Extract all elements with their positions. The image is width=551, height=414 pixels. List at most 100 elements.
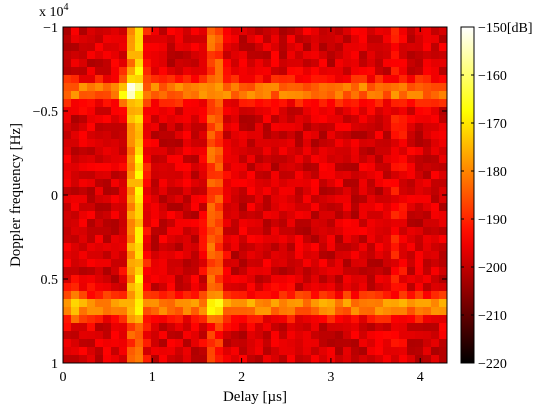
heatmap-cell <box>119 163 128 172</box>
heatmap-cell <box>399 171 408 180</box>
heatmap-cell <box>231 171 240 180</box>
heatmap-cells <box>63 27 448 364</box>
heatmap-cell <box>95 275 104 284</box>
heatmap-cell <box>287 291 296 300</box>
heatmap-cell <box>271 235 280 244</box>
heatmap-cell <box>119 347 128 356</box>
heatmap-cell <box>191 83 200 92</box>
heatmap-cell <box>71 155 80 164</box>
heatmap-cell <box>191 67 200 76</box>
heatmap-cell <box>439 355 448 364</box>
heatmap-cell <box>71 115 80 124</box>
heatmap-cell <box>431 91 440 100</box>
heatmap-cell <box>271 299 280 308</box>
heatmap-cell <box>367 339 376 348</box>
x-tick-label: 3 <box>327 370 334 385</box>
heatmap-cell <box>87 59 96 68</box>
heatmap-cell <box>303 203 312 212</box>
heatmap-cell <box>63 99 72 108</box>
heatmap-cell <box>343 155 352 164</box>
heatmap-cell <box>319 203 328 212</box>
heatmap-cell <box>119 267 128 276</box>
heatmap-cell <box>151 131 160 140</box>
heatmap-cell <box>255 43 264 52</box>
heatmap-cell <box>151 323 160 332</box>
heatmap-cell <box>263 155 272 164</box>
heatmap-cell <box>407 35 416 44</box>
heatmap-cell <box>223 179 232 188</box>
heatmap-cell <box>191 299 200 308</box>
heatmap-cell <box>207 227 216 236</box>
heatmap-cell <box>207 283 216 292</box>
heatmap-cell <box>399 131 408 140</box>
heatmap-cell <box>215 243 224 252</box>
heatmap-cell <box>351 243 360 252</box>
heatmap-cell <box>95 315 104 324</box>
heatmap-cell <box>135 339 144 348</box>
heatmap-cell <box>119 243 128 252</box>
heatmap-cell <box>263 315 272 324</box>
heatmap-cell <box>303 227 312 236</box>
heatmap-cell <box>127 347 136 356</box>
heatmap-cell <box>239 35 248 44</box>
heatmap-cell <box>271 91 280 100</box>
heatmap-cell <box>311 251 320 260</box>
heatmap-cell <box>167 115 176 124</box>
heatmap-cell <box>263 187 272 196</box>
heatmap-cell <box>295 123 304 132</box>
heatmap-cell <box>239 235 248 244</box>
heatmap-cell <box>87 187 96 196</box>
heatmap-cell <box>223 227 232 236</box>
heatmap-cell <box>143 227 152 236</box>
heatmap-cell <box>71 331 80 340</box>
heatmap-cell <box>423 331 432 340</box>
heatmap-cell <box>343 331 352 340</box>
heatmap-cell <box>127 75 136 84</box>
heatmap-cell <box>183 131 192 140</box>
heatmap-cell <box>335 291 344 300</box>
heatmap-cell <box>207 219 216 228</box>
heatmap-cell <box>399 323 408 332</box>
heatmap-cell <box>327 299 336 308</box>
heatmap-cell <box>135 235 144 244</box>
heatmap-cell <box>127 163 136 172</box>
heatmap-cell <box>367 355 376 364</box>
heatmap-cell <box>111 211 120 220</box>
heatmap-cell <box>63 75 72 84</box>
heatmap-cell <box>279 75 288 84</box>
heatmap-cell <box>311 203 320 212</box>
heatmap-cell <box>159 115 168 124</box>
heatmap-cell <box>303 299 312 308</box>
heatmap-cell <box>431 75 440 84</box>
heatmap-cell <box>335 275 344 284</box>
heatmap-cell <box>247 203 256 212</box>
heatmap-cell <box>415 227 424 236</box>
heatmap-cell <box>359 227 368 236</box>
heatmap-cell <box>159 67 168 76</box>
heatmap-cell <box>71 235 80 244</box>
heatmap-cell <box>295 355 304 364</box>
heatmap-cell <box>103 187 112 196</box>
heatmap-cell <box>63 27 72 36</box>
heatmap-cell <box>143 123 152 132</box>
heatmap-cell <box>303 355 312 364</box>
heatmap-cell <box>223 147 232 156</box>
heatmap-cell <box>247 267 256 276</box>
heatmap-cell <box>279 171 288 180</box>
heatmap-cell <box>199 315 208 324</box>
heatmap-cell <box>351 59 360 68</box>
heatmap-cell <box>215 179 224 188</box>
heatmap-cell <box>79 243 88 252</box>
heatmap-cell <box>95 219 104 228</box>
heatmap-cell <box>87 267 96 276</box>
heatmap-cell <box>327 67 336 76</box>
heatmap-cell <box>183 83 192 92</box>
heatmap-cell <box>207 259 216 268</box>
heatmap-cell <box>247 27 256 36</box>
heatmap-cell <box>311 163 320 172</box>
heatmap-cell <box>255 131 264 140</box>
heatmap-cell <box>103 171 112 180</box>
heatmap-cell <box>391 339 400 348</box>
heatmap-cell <box>183 75 192 84</box>
heatmap-cell <box>255 195 264 204</box>
